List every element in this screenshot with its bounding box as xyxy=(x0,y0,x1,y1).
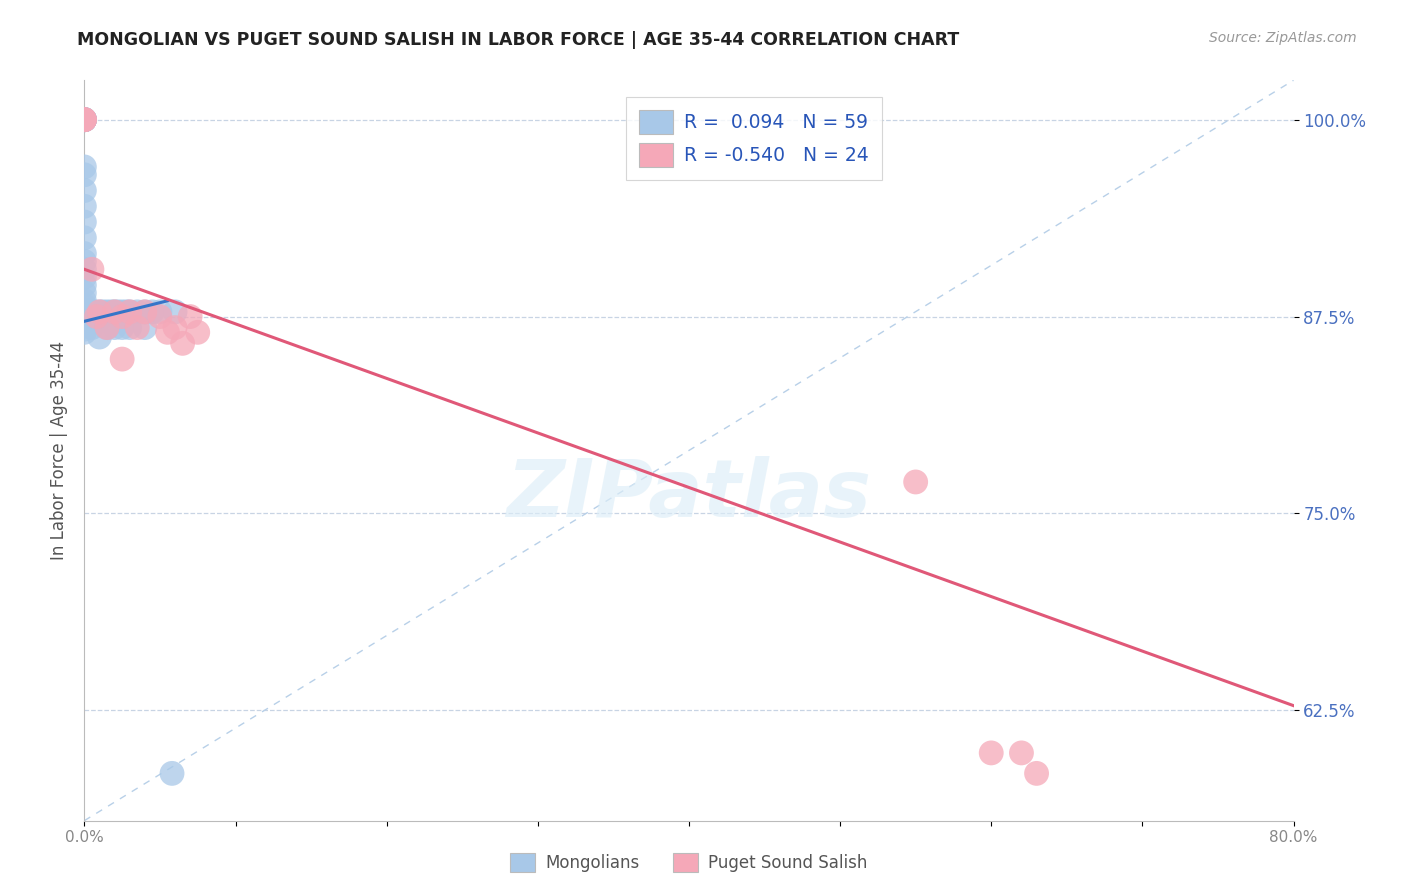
Point xyxy=(111,305,134,319)
Point xyxy=(84,305,107,319)
Text: MONGOLIAN VS PUGET SOUND SALISH IN LABOR FORCE | AGE 35-44 CORRELATION CHART: MONGOLIAN VS PUGET SOUND SALISH IN LABOR… xyxy=(77,31,959,49)
Point xyxy=(73,112,96,127)
Point xyxy=(118,305,141,319)
Point xyxy=(73,112,96,127)
Point xyxy=(73,168,96,182)
Point xyxy=(172,336,194,351)
Point xyxy=(73,293,96,308)
Point xyxy=(118,320,141,334)
Point xyxy=(77,312,100,326)
Point xyxy=(73,246,96,260)
Point xyxy=(134,305,156,319)
Point xyxy=(100,305,122,319)
Point xyxy=(73,322,96,336)
Point xyxy=(149,310,172,324)
Point xyxy=(73,316,96,330)
Point xyxy=(111,320,134,334)
Point xyxy=(156,326,179,340)
Point xyxy=(127,320,149,334)
Point xyxy=(160,766,183,780)
Point xyxy=(127,305,149,319)
Point xyxy=(115,305,138,319)
Point xyxy=(80,305,103,319)
Point xyxy=(104,320,127,334)
Point xyxy=(73,285,96,300)
Point xyxy=(73,318,96,333)
Point xyxy=(84,312,107,326)
Point xyxy=(96,305,118,319)
Point xyxy=(73,112,96,127)
Point xyxy=(980,746,1002,760)
Point xyxy=(73,215,96,229)
Point xyxy=(73,184,96,198)
Point xyxy=(73,112,96,127)
Point xyxy=(73,112,96,127)
Point xyxy=(73,112,96,127)
Point xyxy=(111,310,134,324)
Point xyxy=(73,231,96,245)
Point xyxy=(96,320,118,334)
Point xyxy=(73,112,96,127)
Point xyxy=(73,112,96,127)
Point xyxy=(1025,766,1047,780)
Point xyxy=(107,305,129,319)
Point xyxy=(141,305,163,319)
Point xyxy=(904,475,927,489)
Point xyxy=(86,310,108,324)
Point xyxy=(89,330,111,344)
Point xyxy=(80,262,103,277)
Point xyxy=(73,306,96,320)
Point xyxy=(104,305,127,319)
Text: ZIPatlas: ZIPatlas xyxy=(506,456,872,534)
Point xyxy=(73,112,96,127)
Point xyxy=(73,278,96,293)
Point xyxy=(73,112,96,127)
Point xyxy=(77,305,100,319)
Point xyxy=(179,310,201,324)
Point xyxy=(134,305,156,319)
Point xyxy=(134,320,156,334)
Point xyxy=(73,112,96,127)
Point xyxy=(96,320,118,334)
Point xyxy=(165,305,187,319)
Point xyxy=(80,312,103,326)
Point xyxy=(73,262,96,277)
Point xyxy=(80,320,103,334)
Point xyxy=(104,305,127,319)
Text: Source: ZipAtlas.com: Source: ZipAtlas.com xyxy=(1209,31,1357,45)
Point xyxy=(73,112,96,127)
Point xyxy=(165,320,187,334)
Y-axis label: In Labor Force | Age 35-44: In Labor Force | Age 35-44 xyxy=(49,341,67,560)
Point xyxy=(73,270,96,285)
Point xyxy=(73,199,96,213)
Point xyxy=(1011,746,1033,760)
Point xyxy=(89,305,111,319)
Point xyxy=(73,254,96,268)
Point xyxy=(149,305,172,319)
Point xyxy=(73,160,96,174)
Point xyxy=(187,326,209,340)
Point xyxy=(89,305,111,319)
Point xyxy=(91,305,114,319)
Point xyxy=(89,312,111,326)
Point xyxy=(73,299,96,313)
Point xyxy=(73,326,96,340)
Point xyxy=(73,310,96,324)
Legend: R =  0.094   N = 59, R = -0.540   N = 24: R = 0.094 N = 59, R = -0.540 N = 24 xyxy=(626,97,882,180)
Point xyxy=(118,305,141,319)
Point xyxy=(73,312,96,326)
Point xyxy=(73,303,96,318)
Point xyxy=(111,352,134,367)
